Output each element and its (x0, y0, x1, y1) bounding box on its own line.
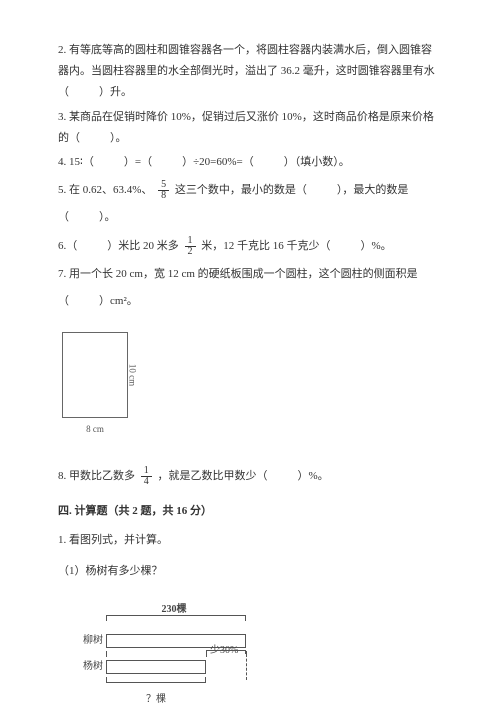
q5-text-a: 5. 在 0.62、63.4%、 (58, 184, 152, 196)
q7-text-c: ）cm²。 (99, 295, 138, 307)
bar-chart: 230棵 柳树 杨树 少30% ？棵 (78, 600, 268, 709)
q8-text-b: ，就是乙数比甲数少（ (158, 470, 268, 482)
q2-text-b: ）升。 (99, 86, 132, 98)
question-2: 2. 有等底等高的圆柱和圆锥容器各一个，将圆柱容器内装满水后，倒入圆锥容器内。当… (58, 40, 442, 103)
q5-text-e: ）。 (99, 211, 116, 223)
section-4-sub1: （1）杨树有多少棵？ (58, 561, 442, 582)
q6-text-a: 6.（ (58, 240, 77, 252)
question-8: 8. 甲数比乙数多 1 4 ，就是乙数比甲数少（ ）%。 (58, 466, 442, 487)
q7-text-a: 7. 用一个长 20 cm，宽 12 cm 的硬纸板围成一个圆柱，这个圆柱的侧面… (58, 268, 418, 280)
chart-row-poplar: 杨树 少30% (78, 657, 268, 677)
question-3: 3. 某商品在促销时降价 10%，促销过后又涨价 10%，这时商品价格是原来价格… (58, 107, 442, 149)
willow-label: 柳树 (78, 631, 106, 650)
fraction-denominator: 2 (185, 247, 196, 257)
fraction-denominator: 8 (158, 191, 169, 201)
willow-bar-area (106, 631, 268, 651)
q8-text-a: 8. 甲数比乙数多 (58, 470, 135, 482)
q6-text-c: 米，12 千克比 16 千克少（ (201, 240, 330, 252)
fraction-5-8: 5 8 (158, 180, 169, 201)
bottom-brace (106, 677, 206, 683)
poplar-bar-area: 少30% (106, 657, 268, 677)
question-4: 4. 15∶（ ）=（ ）÷20=60%=（ ）（填小数）。 (58, 152, 442, 173)
q7-text-b: （ (58, 295, 69, 307)
q5-text-b: 这三个数中，最小的数是（ (175, 184, 307, 196)
q6-text-d: ）%。 (361, 240, 392, 252)
question-5: 5. 在 0.62、63.4%、 5 8 这三个数中，最小的数是（ ），最大的数是… (58, 177, 442, 230)
fraction-denominator: 4 (141, 477, 152, 487)
poplar-label: 杨树 (78, 657, 106, 676)
q3-text-b: ）。 (110, 132, 127, 144)
fraction-1-4: 1 4 (141, 466, 152, 487)
q8-text-c: ）%。 (298, 470, 329, 482)
q4-text-c: ）÷20=60%=（ (182, 156, 254, 168)
q4-text-b: ）=（ (124, 156, 152, 168)
rect-height-label: 10 cm (123, 364, 140, 386)
chart-bottom-label: ？棵 (106, 690, 206, 709)
section-4-q1: 1. 看图列式，并计算。 (58, 530, 442, 551)
chart-top-brace-row (106, 621, 268, 631)
fraction-1-2: 1 2 (185, 236, 196, 257)
q5-text-d: （ (58, 211, 69, 223)
poplar-bar (106, 660, 206, 674)
question-6: 6.（ ）米比 20 米多 1 2 米，12 千克比 16 千克少（ ）%。 (58, 236, 442, 257)
chart-row-willow: 柳树 (78, 631, 268, 651)
rectangle-figure: 10 cm 8 cm (62, 332, 152, 438)
chart-bottom-brace-row (106, 677, 268, 687)
q4-text-d: ）（填小数）。 (284, 156, 350, 168)
rectangle-box: 10 cm (62, 332, 128, 418)
diff-brace (206, 650, 246, 654)
top-brace (106, 615, 246, 621)
q6-text-b: ）米比 20 米多 (107, 240, 179, 252)
q4-text-a: 4. 15∶（ (58, 156, 94, 168)
question-7: 7. 用一个长 20 cm，宽 12 cm 的硬纸板围成一个圆柱，这个圆柱的侧面… (58, 261, 442, 314)
section-4-title: 四. 计算题（共 2 题，共 16 分） (58, 501, 442, 522)
rect-width-label: 8 cm (62, 421, 128, 438)
q5-text-c: ），最大的数是 (337, 184, 409, 196)
